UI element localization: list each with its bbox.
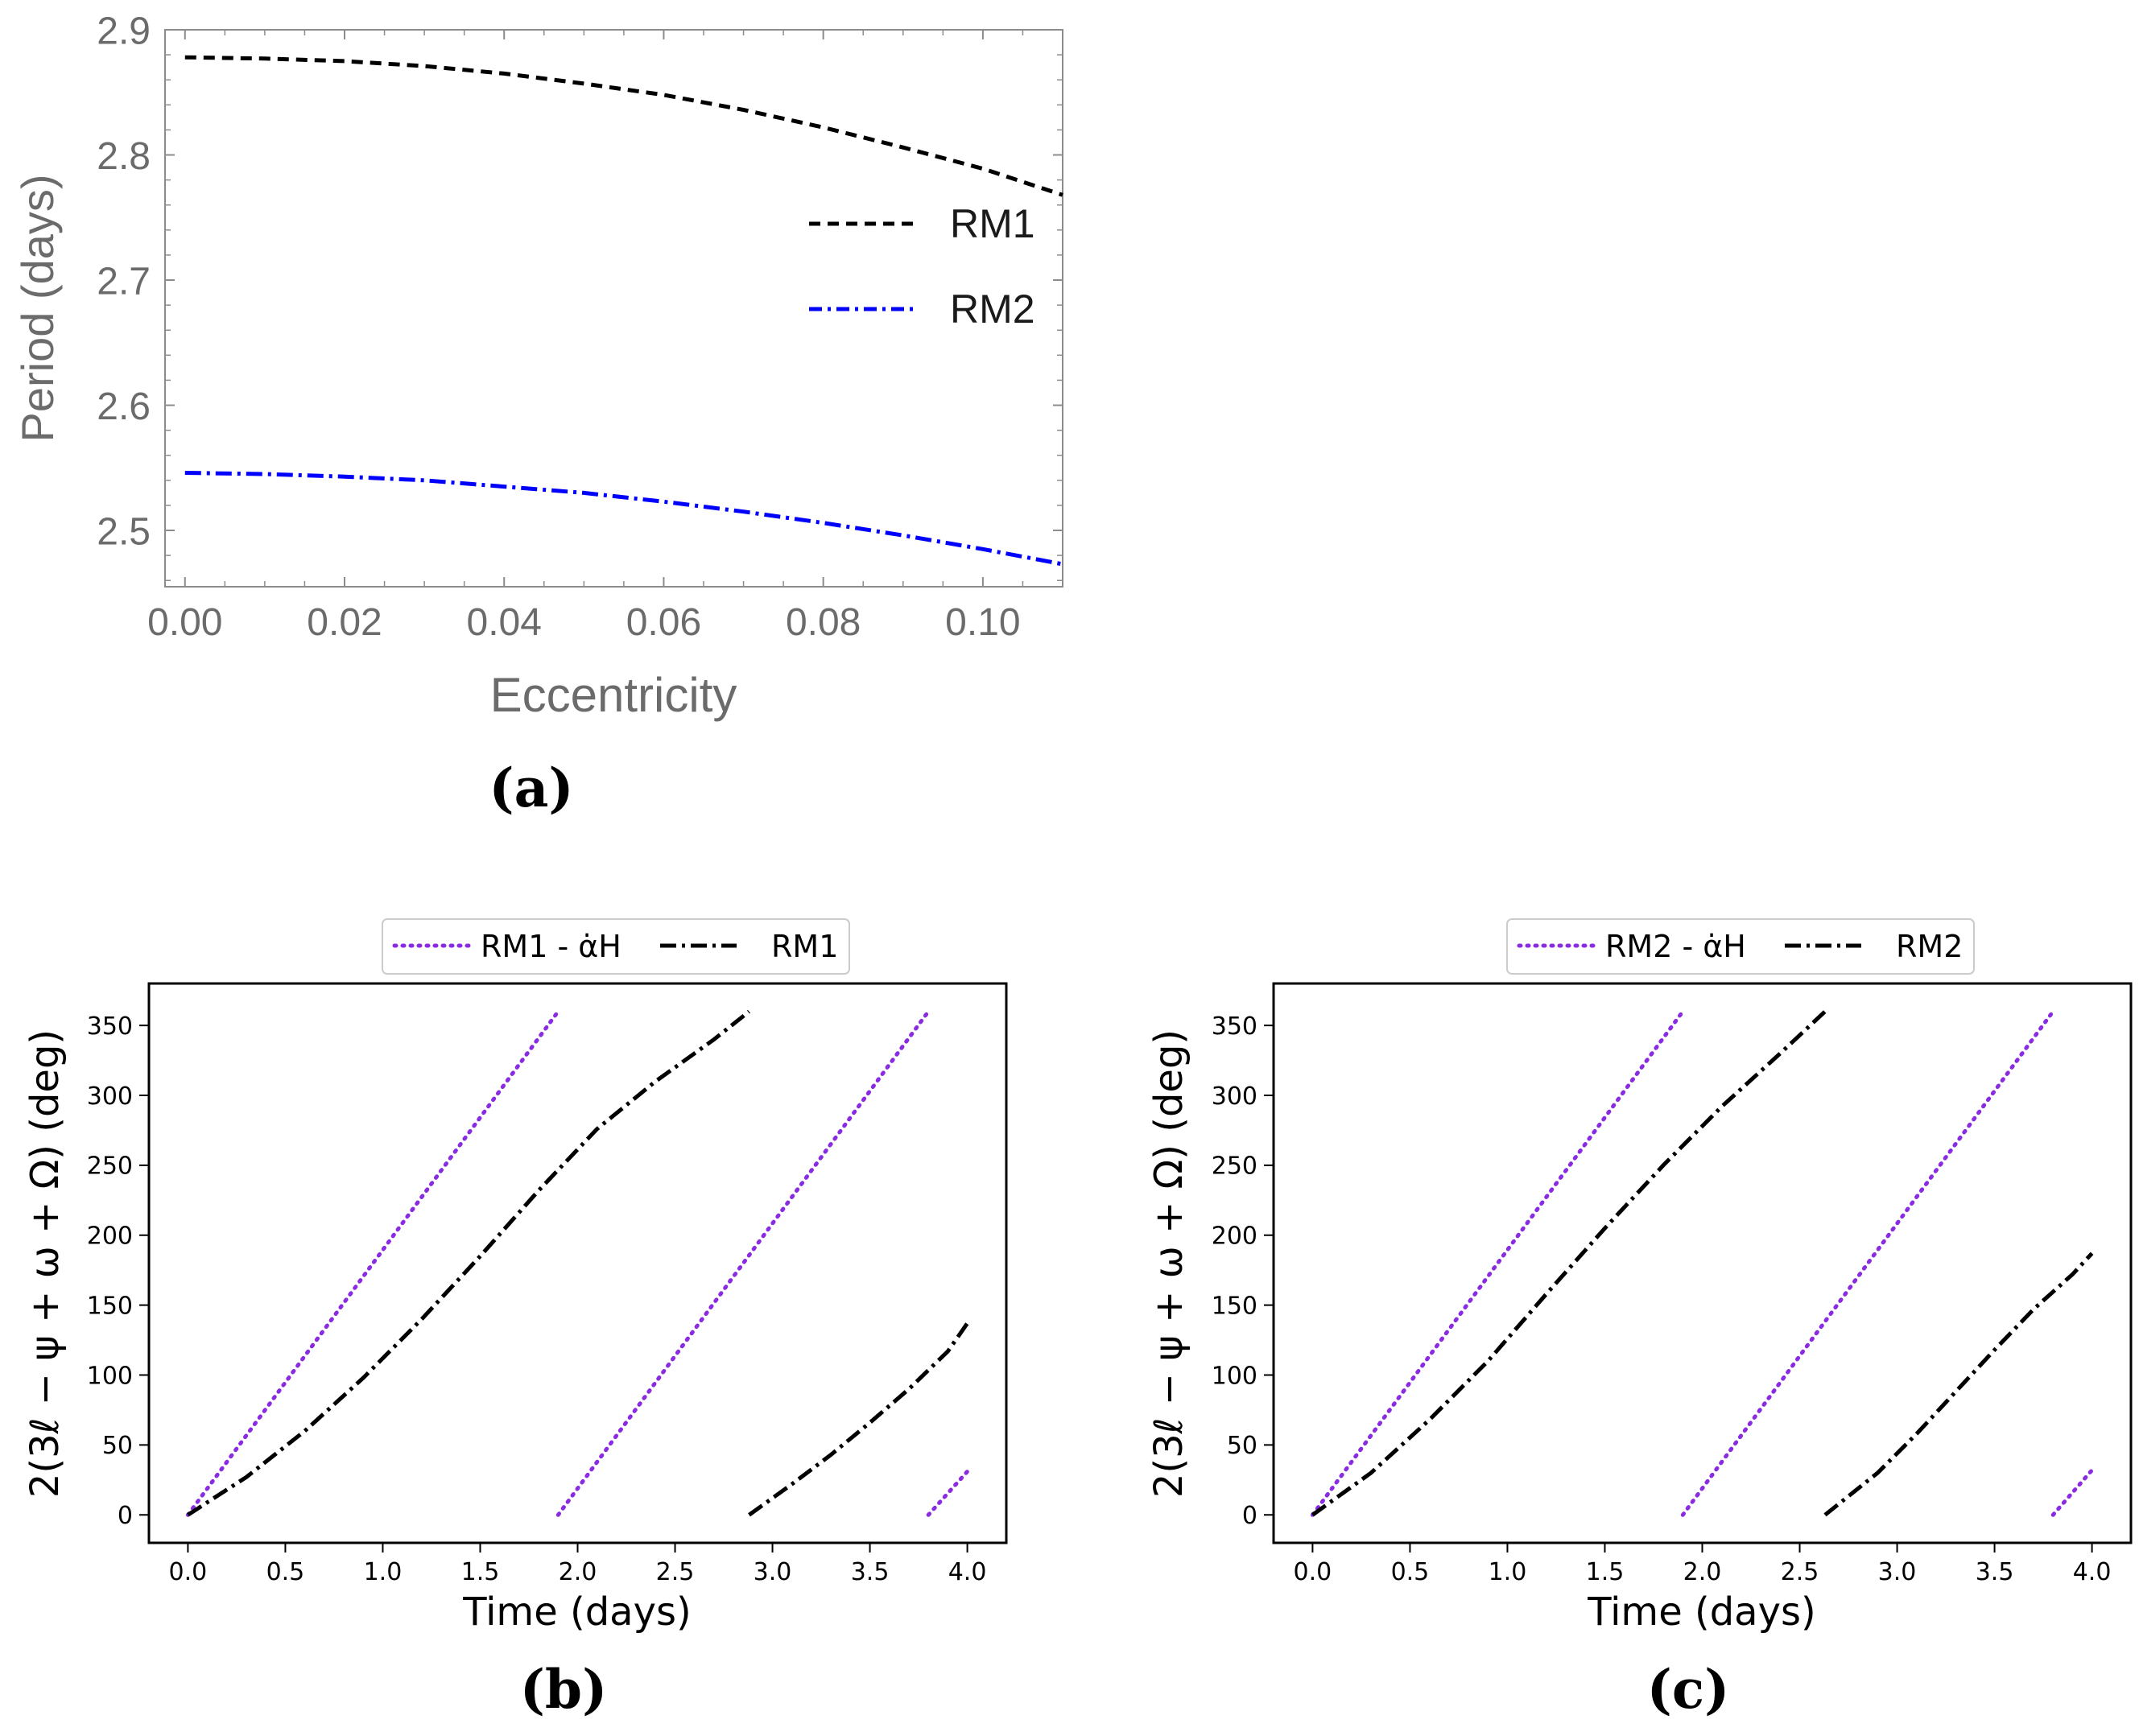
x-tick-label: 0.04 xyxy=(467,601,542,644)
y-tick-label: 300 xyxy=(1212,1082,1257,1111)
panel-c-y-axis-label: 2(3ℓ − ψ + ω + Ω) (deg) xyxy=(1146,1029,1191,1498)
y-tick-label: 0 xyxy=(1242,1502,1257,1530)
x-tick-label: 0.5 xyxy=(1391,1558,1430,1586)
legend-label-rm1-b: RM1 xyxy=(771,929,838,964)
x-tick-label: 0.0 xyxy=(169,1558,208,1586)
legend-label-rm2-alpha-h: RM2 - α̇H xyxy=(1605,929,1746,964)
series-rm2-h-segment-2 xyxy=(1680,1009,2055,1517)
panel-c-series xyxy=(1310,1009,2095,1517)
panel-b-series xyxy=(185,1009,970,1517)
x-tick-label: 1.5 xyxy=(461,1558,500,1586)
x-tick-label: 0.10 xyxy=(945,601,1020,644)
panel-b-tick-labels: 0.0 0.5 1.0 1.5 2.0 2.5 3.0 3.5 4.0 0 50 100 150 200 2… xyxy=(87,1012,987,1586)
y-tick-label: 250 xyxy=(1212,1153,1257,1181)
series-rm1-h-segment-3 xyxy=(926,1469,970,1517)
y-tick-label: 350 xyxy=(1212,1012,1257,1041)
legend-label-rm1-alpha-h: RM1 - α̇H xyxy=(481,929,621,964)
x-tick-label: 0.5 xyxy=(266,1558,305,1586)
panel-a-y-axis-label: Period (days) xyxy=(12,174,63,442)
panel-a-series xyxy=(184,55,1063,567)
x-tick-label: 1.5 xyxy=(1586,1558,1625,1586)
x-tick-label: 3.5 xyxy=(851,1558,890,1586)
series-rm2-segment-2 xyxy=(1823,1251,2094,1517)
panel-a-x-axis-label: Eccentricity xyxy=(490,668,737,722)
x-tick-label: 3.0 xyxy=(754,1558,792,1586)
panel-b-x-axis-label: Time (days) xyxy=(462,1590,691,1635)
x-tick-label: 3.5 xyxy=(1976,1558,2014,1586)
panel-b-legend: RM1 - α̇H RM1 xyxy=(382,918,850,975)
y-tick-label: 100 xyxy=(1212,1362,1257,1390)
panel-b-caption: (b) xyxy=(520,1658,608,1721)
panel-b-legend-box xyxy=(382,918,850,975)
y-tick-label: 0 xyxy=(118,1502,133,1530)
panel-c: 0.0 0.5 1.0 1.5 2.0 2.5 3.0 3.5 4.0 0 50 100 150 200 2… xyxy=(1146,918,2133,1721)
y-tick-label: 50 xyxy=(102,1432,133,1460)
y-tick-label: 100 xyxy=(87,1362,133,1390)
x-tick-label: 1.0 xyxy=(1489,1558,1527,1586)
series-rm1-h-segment-1 xyxy=(185,1009,560,1517)
panel-a: 0.00 0.02 0.04 0.06 0.08 0.102.52.62.72.82.9 … xyxy=(12,10,1063,819)
y-tick-label: 250 xyxy=(87,1153,133,1181)
panel-b-ticks xyxy=(139,1025,968,1553)
x-tick-label: 4.0 xyxy=(948,1558,987,1586)
panel-b-plot-frame xyxy=(147,982,1008,1544)
panel-a-caption: (a) xyxy=(489,757,573,819)
panel-a-plot-frame xyxy=(164,29,1063,588)
x-tick-label: 0.06 xyxy=(626,601,701,644)
series-rm2-h-segment-1 xyxy=(1310,1009,1685,1517)
series-rm1-segment-1 xyxy=(187,1009,751,1517)
panel-b: 0.0 0.5 1.0 1.5 2.0 2.5 3.0 3.5 4.0 0 50 100 150 200 2… xyxy=(23,918,1008,1721)
panel-c-caption: (c) xyxy=(1647,1658,1730,1721)
x-tick-label: 4.0 xyxy=(2073,1558,2112,1586)
x-tick-label: 2.0 xyxy=(559,1558,597,1586)
series-rm2-h-segment-3 xyxy=(2050,1468,2095,1517)
series-rm1-h-segment-2 xyxy=(555,1009,931,1517)
y-tick-label: 2.5 xyxy=(97,510,151,553)
panel-c-legend: RM2 - α̇H RM2 xyxy=(1506,918,1975,975)
x-tick-label: 0.02 xyxy=(307,601,382,644)
y-tick-label: 2.8 xyxy=(97,135,151,178)
legend-label-rm2: RM2 xyxy=(950,287,1035,332)
y-tick-label: 150 xyxy=(87,1292,133,1320)
x-tick-label: 0.0 xyxy=(1294,1558,1332,1586)
series-rm1-segment-2 xyxy=(748,1322,969,1517)
legend-label-rm1: RM1 xyxy=(950,201,1035,246)
x-tick-label: 3.0 xyxy=(1878,1558,1917,1586)
x-tick-label: 1.0 xyxy=(364,1558,403,1586)
y-tick-label: 200 xyxy=(1212,1223,1257,1251)
panel-a-legend: RM1 RM2 xyxy=(809,201,1035,332)
series-rm2-segment-1 xyxy=(1311,1009,1827,1517)
x-tick-label: 2.5 xyxy=(1781,1558,1819,1586)
series-rm1-segment-1 xyxy=(184,55,1063,197)
y-tick-label: 2.6 xyxy=(97,386,151,428)
panel-c-x-axis-label: Time (days) xyxy=(1587,1590,1815,1635)
x-tick-label: 2.0 xyxy=(1683,1558,1722,1586)
y-tick-label: 150 xyxy=(1212,1292,1257,1320)
y-tick-label: 50 xyxy=(1227,1432,1257,1460)
panel-b-y-axis-label: 2(3ℓ − ψ + ω + Ω) (deg) xyxy=(23,1029,68,1498)
panel-c-ticks xyxy=(1264,1025,2093,1553)
x-tick-label: 2.5 xyxy=(656,1558,695,1586)
panel-a-ticks xyxy=(165,29,1063,587)
legend-label-rm2-c: RM2 xyxy=(1896,929,1963,964)
y-tick-label: 200 xyxy=(87,1223,133,1251)
panel-c-tick-labels: 0.0 0.5 1.0 1.5 2.0 2.5 3.0 3.5 4.0 0 50 100 150 200 2… xyxy=(1212,1012,2112,1586)
y-tick-label: 300 xyxy=(87,1082,133,1111)
series-rm2-segment-1 xyxy=(184,471,1063,567)
y-tick-label: 2.7 xyxy=(97,260,151,303)
y-tick-label: 2.9 xyxy=(97,10,151,52)
panel-c-legend-box xyxy=(1506,918,1975,975)
x-tick-label: 0.08 xyxy=(786,601,861,644)
x-tick-label: 0.00 xyxy=(147,601,222,644)
panel-c-plot-frame xyxy=(1272,982,2133,1544)
panel-a-tick-labels: 0.00 0.02 0.04 0.06 0.08 0.10 2.5 2.6 2.7 2.8 2.9 xyxy=(97,10,1020,644)
y-tick-label: 350 xyxy=(87,1012,133,1041)
